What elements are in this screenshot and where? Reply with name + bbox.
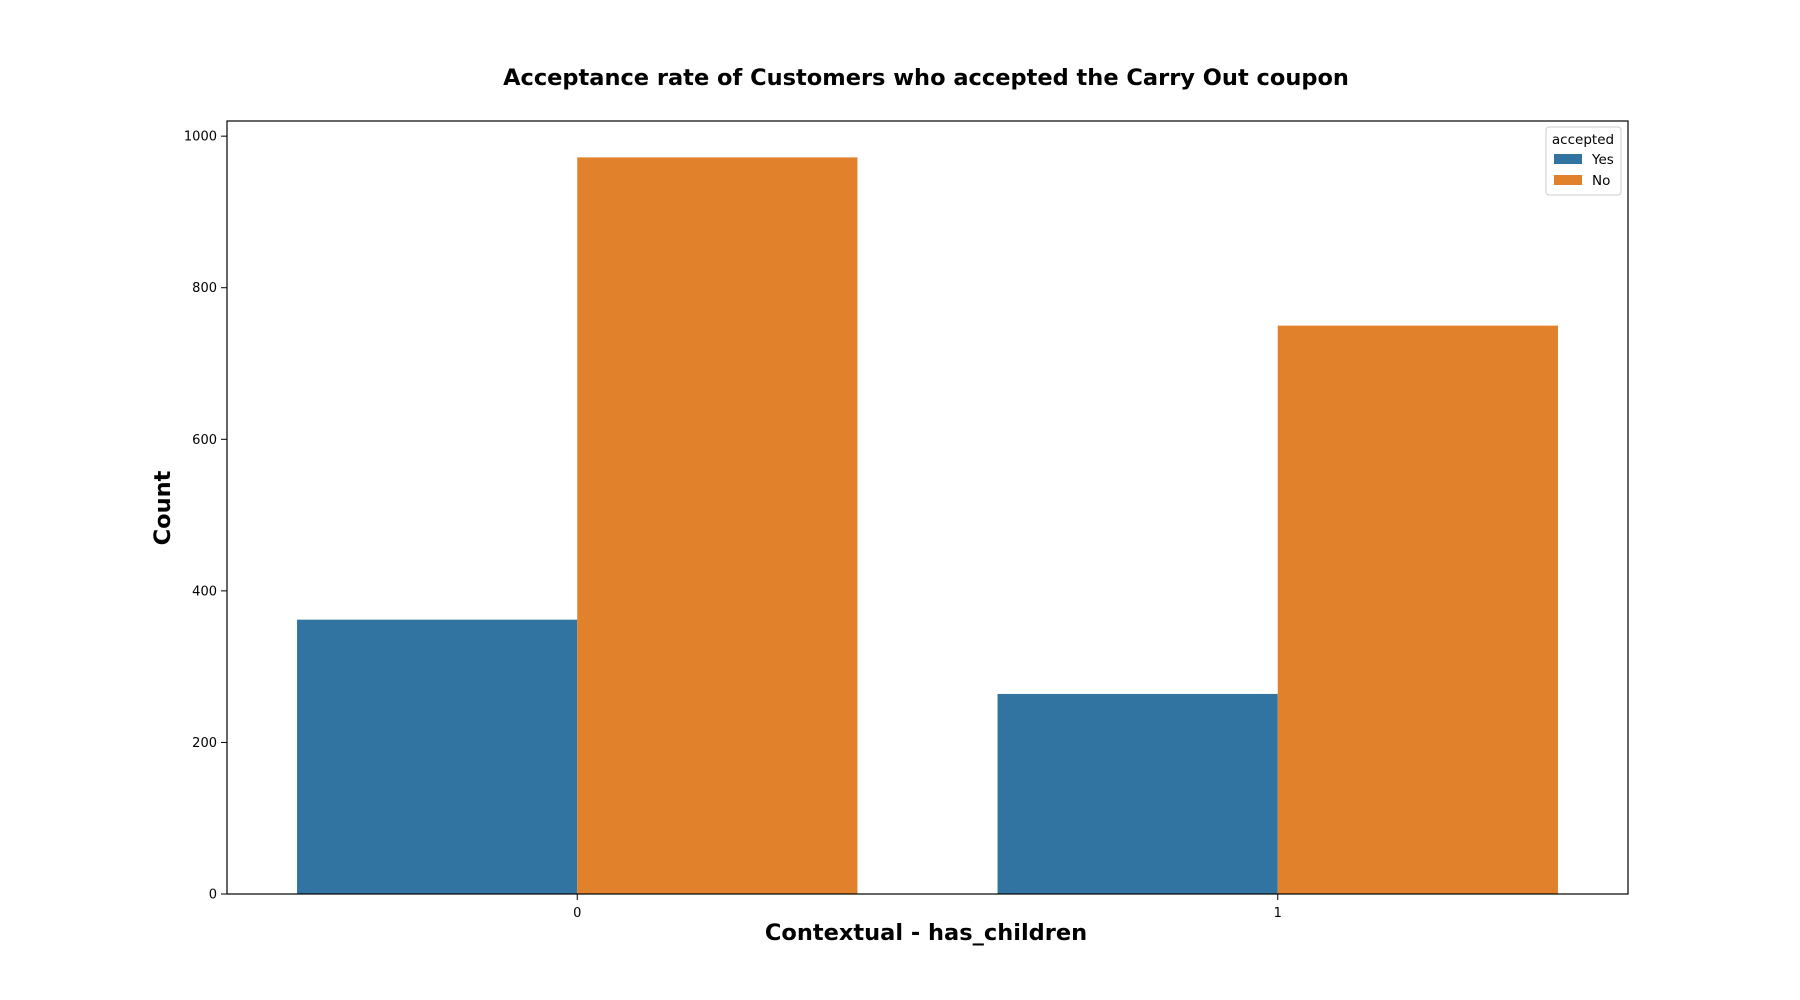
y-tick-label: 600: [192, 433, 217, 448]
plot-frame: [226, 120, 1629, 895]
legend-title: accepted: [1552, 132, 1614, 148]
y-axis-label: Count: [150, 470, 176, 545]
y-axis-ticks: 0 200 400 600 800 1000: [184, 130, 227, 903]
x-tick-label: 1: [1274, 906, 1282, 921]
legend-swatch-no: [1554, 175, 1582, 185]
y-tick-label: 400: [192, 584, 217, 599]
y-tick-label: 0: [209, 888, 217, 903]
y-tick-label: 1000: [184, 130, 217, 145]
chart-title: Acceptance rate of Customers who accepte…: [503, 65, 1349, 91]
bar-no-1: [1277, 325, 1558, 894]
bar-no-0: [577, 157, 858, 894]
legend-label-no: No: [1592, 173, 1610, 189]
bar-yes-1: [997, 693, 1278, 894]
legend-swatch-yes: [1554, 154, 1582, 164]
y-tick-label: 200: [192, 736, 217, 751]
bar-yes-0: [297, 619, 578, 894]
bars-group: [297, 157, 1558, 894]
legend-label-yes: Yes: [1591, 152, 1614, 168]
legend-items: Yes No: [1554, 152, 1614, 189]
x-tick-label: 0: [573, 906, 581, 921]
x-axis-label: Contextual - has_children: [765, 920, 1087, 946]
y-tick-label: 800: [192, 281, 217, 296]
legend: accepted Yes No: [1545, 126, 1622, 196]
